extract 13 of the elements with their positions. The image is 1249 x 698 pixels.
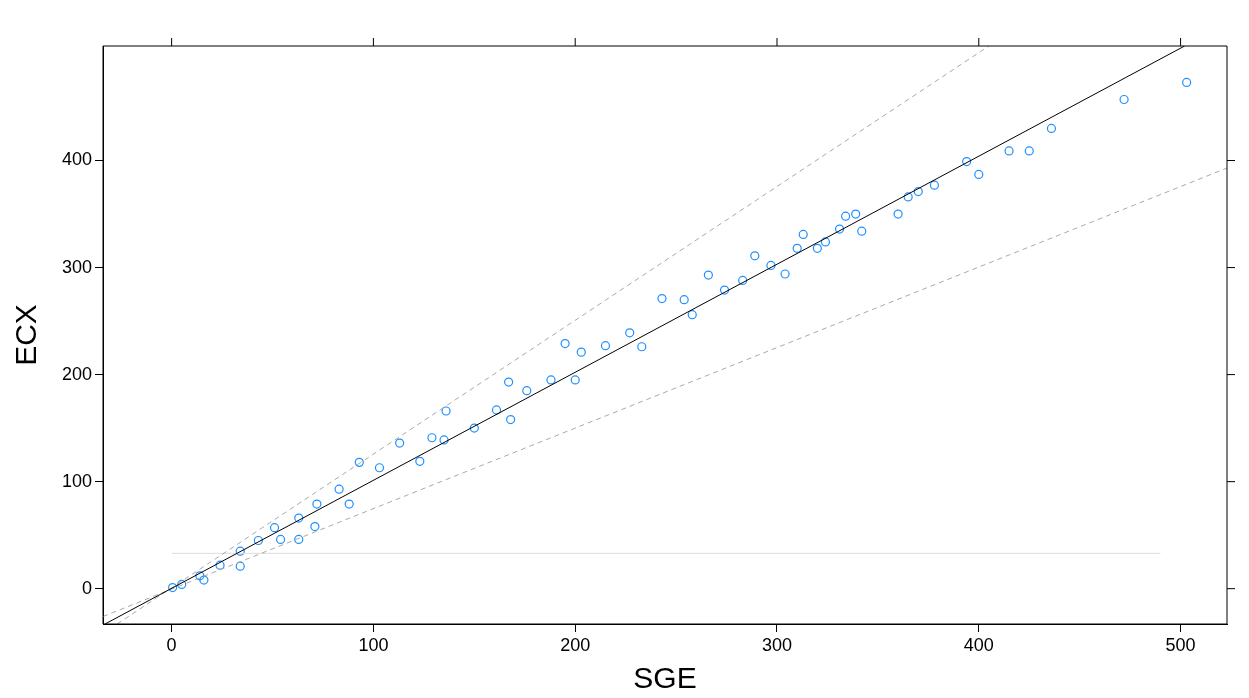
y-tick-label: 0 [81, 577, 92, 598]
x-axis-title: SGE [633, 661, 697, 695]
y-tick-label: 100 [61, 470, 92, 491]
y-tick-label: 200 [61, 363, 92, 384]
x-tick-label: 500 [1165, 634, 1196, 655]
x-tick-label: 300 [761, 634, 793, 655]
x-tick-label: 200 [560, 634, 591, 655]
x-tick-label: 100 [358, 634, 389, 655]
x-tick-label: 0 [166, 634, 177, 655]
y-axis-title: ECX [9, 304, 43, 366]
y-tick-label: 400 [61, 149, 92, 170]
y-tick-label: 300 [61, 256, 92, 277]
x-tick-label: 400 [963, 634, 994, 655]
